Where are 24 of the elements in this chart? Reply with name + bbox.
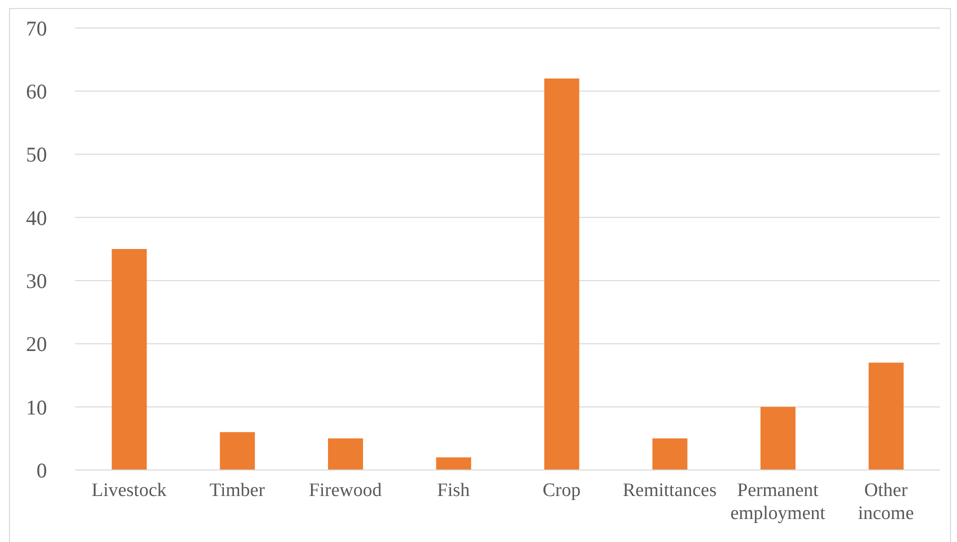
x-tick-label: Remittances bbox=[622, 480, 717, 501]
bar bbox=[328, 438, 364, 470]
y-tick-label: 30 bbox=[26, 269, 47, 294]
x-tick-label: Permanent employment bbox=[730, 480, 826, 524]
y-tick-label: 40 bbox=[26, 206, 47, 230]
bar bbox=[868, 362, 904, 470]
x-tick-label: Fish bbox=[437, 480, 470, 501]
bar bbox=[760, 406, 796, 470]
y-tick-label: 0 bbox=[36, 458, 47, 482]
x-tick-label: Crop bbox=[542, 480, 581, 501]
bar bbox=[544, 78, 580, 470]
bar bbox=[652, 438, 688, 470]
bar bbox=[112, 249, 147, 470]
x-tick-label: Timber bbox=[210, 480, 266, 501]
x-tick-label: Livestock bbox=[92, 480, 168, 501]
y-tick-label: 70 bbox=[26, 16, 47, 40]
y-tick-label: 50 bbox=[26, 142, 47, 167]
bar bbox=[436, 457, 472, 470]
x-tick-label: Firewood bbox=[308, 480, 382, 501]
x-tick-label: Other income bbox=[858, 480, 914, 524]
y-tick-label: 20 bbox=[26, 332, 47, 356]
bar bbox=[220, 432, 255, 470]
y-tick-label: 60 bbox=[26, 80, 47, 104]
y-tick-label: 10 bbox=[26, 395, 47, 420]
